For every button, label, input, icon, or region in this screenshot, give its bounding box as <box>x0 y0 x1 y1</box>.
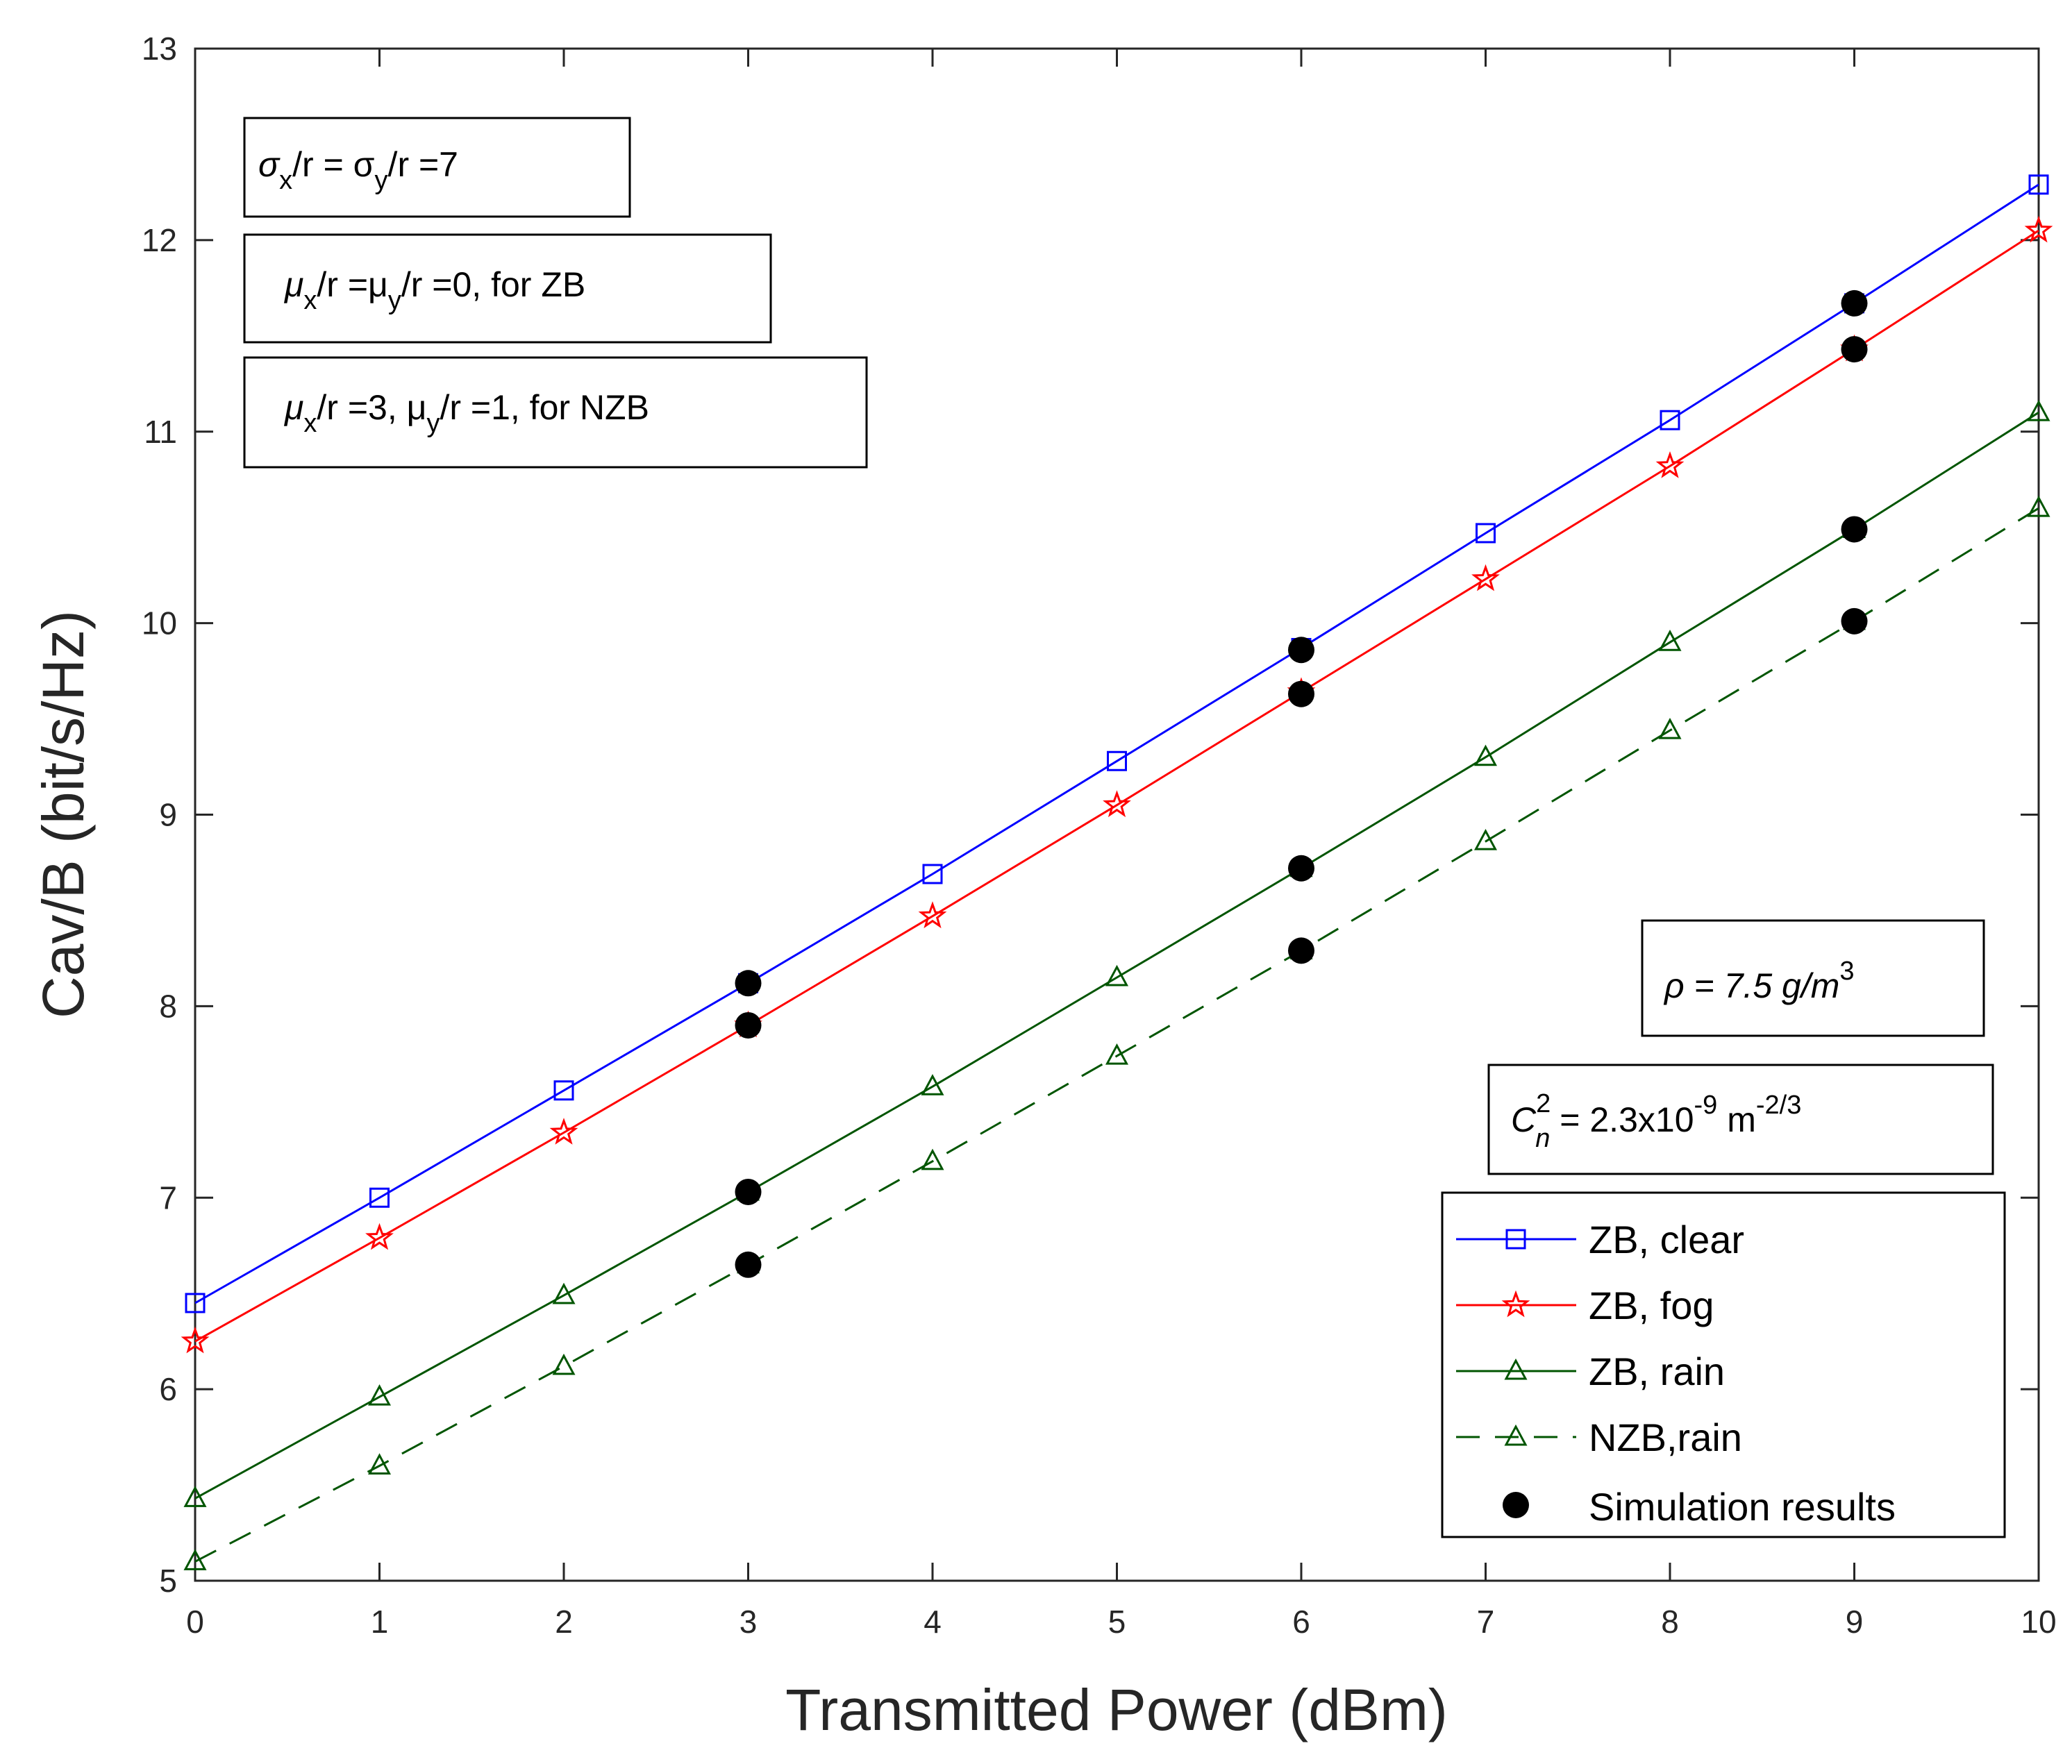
svg-text:C2n = 2.3x10-9 m-2/3: C2 n = 2.3x10-9 m-2/3 <box>1511 1089 1801 1153</box>
annotation-sigma: σx/r = σy/r =7 <box>243 117 631 218</box>
data-point <box>1107 750 1127 771</box>
y-axis-title: Cav/B (bit/s/Hz) <box>31 610 96 1018</box>
svg-text:ρ = 7.5 g/m3: ρ = 7.5 g/m3 <box>1663 957 1855 1005</box>
simulation-point <box>735 970 762 997</box>
simulation-point <box>1841 336 1868 363</box>
x-tick-label: 5 <box>1108 1604 1126 1640</box>
data-point <box>183 1486 207 1507</box>
simulation-point <box>1288 637 1314 664</box>
svg-text:μx/r =μy/r =0, for ZB: μx/r =μy/r =0, for ZB <box>283 265 585 315</box>
simulation-point <box>1288 855 1314 882</box>
x-axis-title: Transmitted Power (dBm) <box>785 1677 1448 1742</box>
legend-marker-3 <box>1504 1424 1528 1446</box>
x-tick-label: 8 <box>1661 1604 1679 1640</box>
y-tick-label: 13 <box>142 31 177 67</box>
y-tick-label: 9 <box>159 797 177 833</box>
simulation-point <box>1288 680 1314 707</box>
axis-ticks <box>194 47 2040 1582</box>
data-point <box>365 1223 394 1250</box>
legend-marker-4 <box>1503 1492 1529 1518</box>
annotation-mu-zb: μx/r =μy/r =0, for ZB <box>243 233 772 344</box>
simulation-point <box>1841 289 1868 317</box>
x-tick-label: 1 <box>371 1604 389 1640</box>
data-point <box>921 1148 944 1170</box>
data-point <box>185 1293 206 1313</box>
data-point <box>2028 174 2049 195</box>
data-point <box>553 1080 574 1101</box>
data-point <box>918 901 947 929</box>
simulation-point <box>735 1178 762 1205</box>
x-tick-label: 10 <box>2021 1604 2056 1640</box>
data-point <box>367 1453 392 1475</box>
data-point <box>1105 1043 1129 1065</box>
data-point <box>1658 630 1682 651</box>
series-line-0 <box>194 183 2039 1304</box>
simulation-points <box>735 289 1868 1278</box>
legend-label-4: Simulation results <box>1589 1485 1896 1529</box>
data-point <box>1103 790 1131 818</box>
data-point <box>549 1118 578 1145</box>
x-tick-labels: 0 1 2 3 4 5 6 7 8 9 10 <box>186 1604 2056 1640</box>
legend: ZB, clear ZB, fog ZB, rain NZB,rain Simulat… <box>1441 1191 2006 1538</box>
y-tick-label: 8 <box>159 988 177 1024</box>
data-point <box>2027 495 2050 517</box>
series-line-1 <box>194 229 2039 1343</box>
y-tick-label: 7 <box>159 1179 177 1216</box>
data-point <box>1660 410 1680 430</box>
data-point <box>1105 964 1129 986</box>
svg-text:μx/r =3, μy/r =1, for NZB: μx/r =3, μy/r =1, for NZB <box>283 388 649 438</box>
series-line-2 <box>194 411 2039 1500</box>
simulation-point <box>735 1011 762 1039</box>
data-point <box>1658 717 1682 739</box>
y-tick-label: 12 <box>142 222 177 258</box>
legend-label-3: NZB,rain <box>1589 1416 1742 1459</box>
data-point <box>2024 215 2053 243</box>
data-point <box>1476 523 1496 544</box>
legend-marker-0 <box>1505 1229 1526 1250</box>
x-tick-label: 0 <box>186 1604 204 1640</box>
data-point <box>1471 564 1500 591</box>
simulation-point <box>735 1251 762 1278</box>
x-tick-label: 3 <box>740 1604 758 1640</box>
x-tick-label: 9 <box>1846 1604 1864 1640</box>
legend-label-2: ZB, rain <box>1589 1350 1725 1393</box>
simulation-point <box>1841 607 1868 635</box>
data-point <box>181 1326 210 1354</box>
legend-marker-1 <box>1501 1290 1530 1318</box>
svg-text:σx/r = σy/r =7: σx/r = σy/r =7 <box>258 145 458 195</box>
data-point <box>552 1282 576 1304</box>
x-tick-label: 7 <box>1477 1604 1495 1640</box>
series-line-3 <box>194 507 2039 1563</box>
y-tick-label: 11 <box>144 414 177 450</box>
legend-box <box>1441 1191 2006 1538</box>
legend-label-1: ZB, fog <box>1589 1284 1714 1327</box>
y-tick-label: 5 <box>159 1563 177 1599</box>
data-point <box>552 1353 576 1375</box>
annotation-cn2: C2 n = 2.3x10-9 m-2/3 <box>1487 1064 1994 1175</box>
data-point <box>367 1384 392 1406</box>
data-point <box>369 1187 390 1208</box>
x-tick-label: 6 <box>1292 1604 1310 1640</box>
annotation-mu-nzb: μx/r =3, μy/r =1, for NZB <box>243 356 868 469</box>
data-point <box>2027 399 2050 421</box>
data-point <box>921 1074 944 1095</box>
annotation-rho: ρ = 7.5 g/m3 <box>1641 919 1985 1037</box>
series-1 <box>181 215 2053 1354</box>
y-tick-labels: 5 6 7 8 9 10 11 12 13 <box>142 31 177 1599</box>
legend-marker-2 <box>1504 1358 1528 1380</box>
data-point <box>922 864 943 884</box>
x-tick-label: 4 <box>924 1604 942 1640</box>
y-tick-label: 6 <box>159 1371 177 1407</box>
data-point <box>183 1549 207 1570</box>
data-point <box>1473 744 1498 766</box>
legend-label-0: ZB, clear <box>1589 1218 1744 1261</box>
y-tick-label: 10 <box>142 605 177 641</box>
data-point <box>1655 451 1685 478</box>
x-tick-label: 2 <box>555 1604 573 1640</box>
simulation-point <box>1288 937 1314 964</box>
data-point <box>1473 828 1498 850</box>
simulation-point <box>1841 516 1868 543</box>
